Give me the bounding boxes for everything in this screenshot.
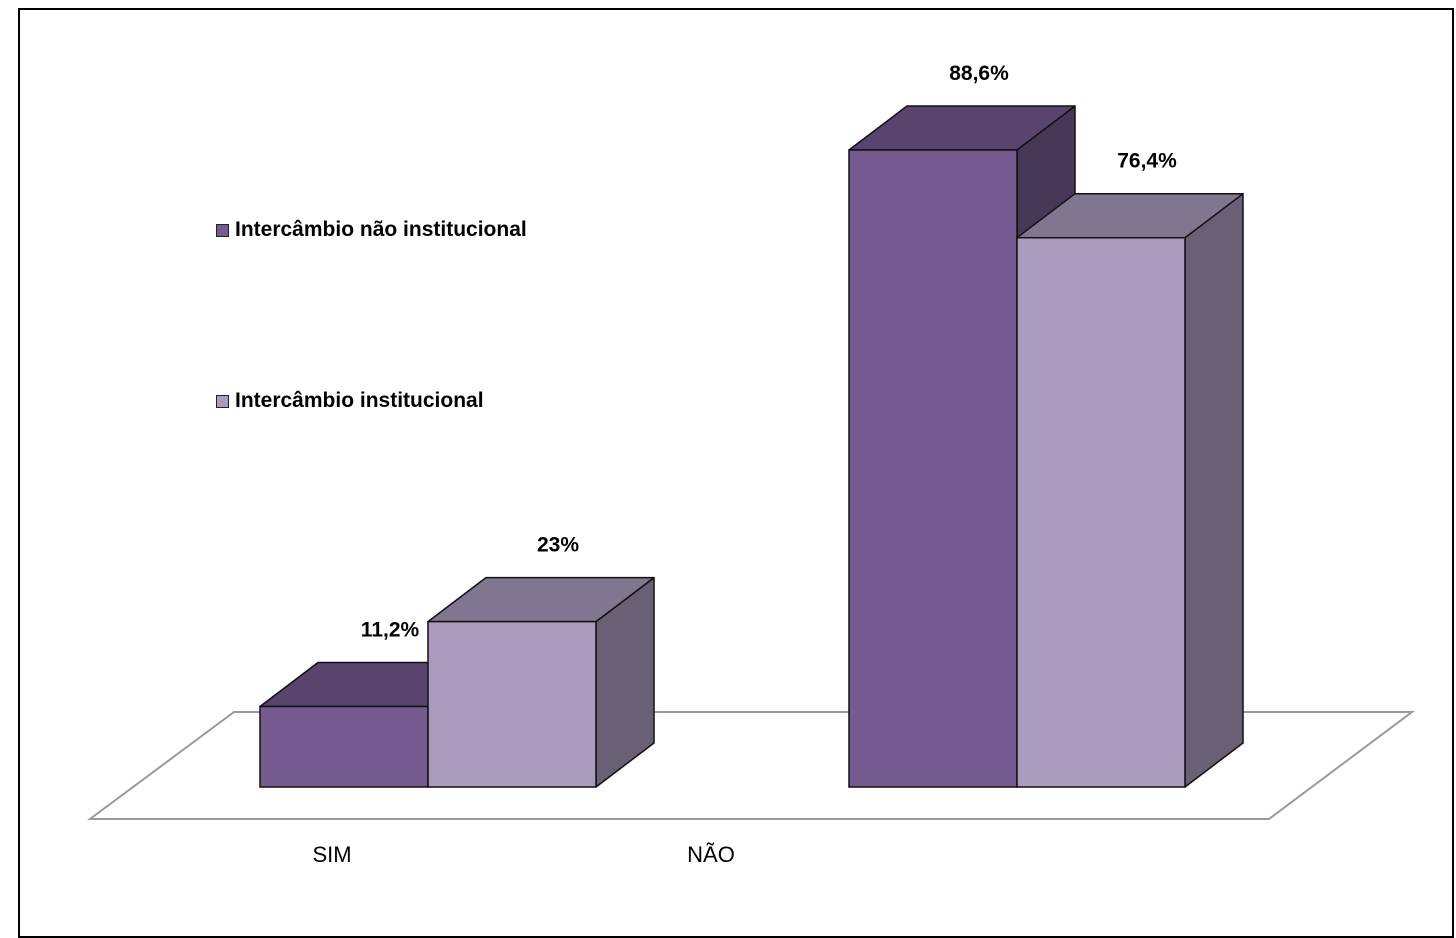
category-label-sim: SIM: [312, 842, 351, 867]
bar-front-sim-s0: [259, 705, 429, 788]
legend-item-nao-institucional: Intercâmbio não institucional: [216, 218, 527, 242]
data-label-nao-s0: 88,6%: [949, 62, 1009, 85]
legend-label-institucional: Intercâmbio institucional: [235, 389, 484, 412]
bar-side-nao-s1: [1184, 192, 1244, 788]
legend-swatch-nao-institucional: [216, 223, 229, 237]
chart-floor: [86, 711, 1416, 820]
data-label-sim-s1: 23%: [537, 534, 579, 557]
data-label-sim-s0: 11,2%: [361, 618, 420, 641]
bar-front-nao-s1: [1016, 236, 1186, 788]
bar-front-sim-s1: [427, 620, 597, 788]
category-label-nao: NÃO: [687, 842, 735, 867]
legend-label-nao-institucional: Intercâmbio não institucional: [235, 218, 527, 241]
legend-swatch-institucional: [216, 394, 229, 408]
legend-item-institucional: Intercâmbio institucional: [216, 389, 484, 413]
bar-front-nao-s0: [848, 149, 1018, 788]
data-label-nao-s1: 76,4%: [1117, 150, 1177, 173]
